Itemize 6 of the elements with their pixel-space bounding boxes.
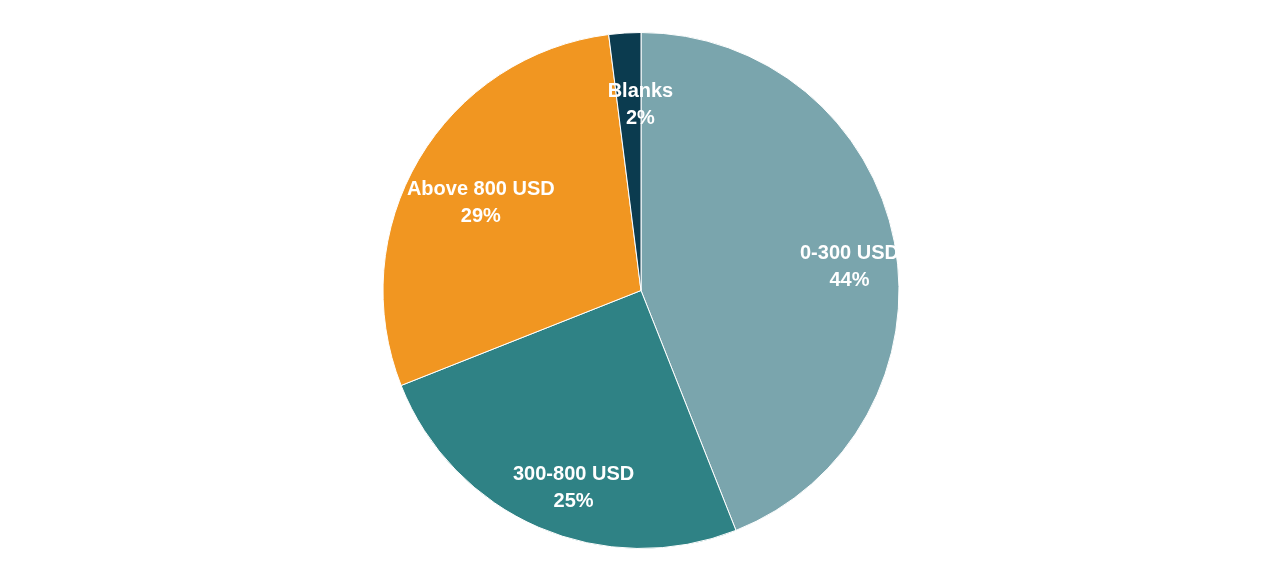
data-label: 25%	[553, 489, 594, 512]
slice-label: 300-800 USD	[512, 462, 635, 485]
slice-label: Above 800 USD	[406, 176, 555, 199]
data-label: 29%	[460, 203, 502, 226]
data-label: 2%	[625, 105, 656, 128]
data-label: 44%	[829, 268, 870, 291]
